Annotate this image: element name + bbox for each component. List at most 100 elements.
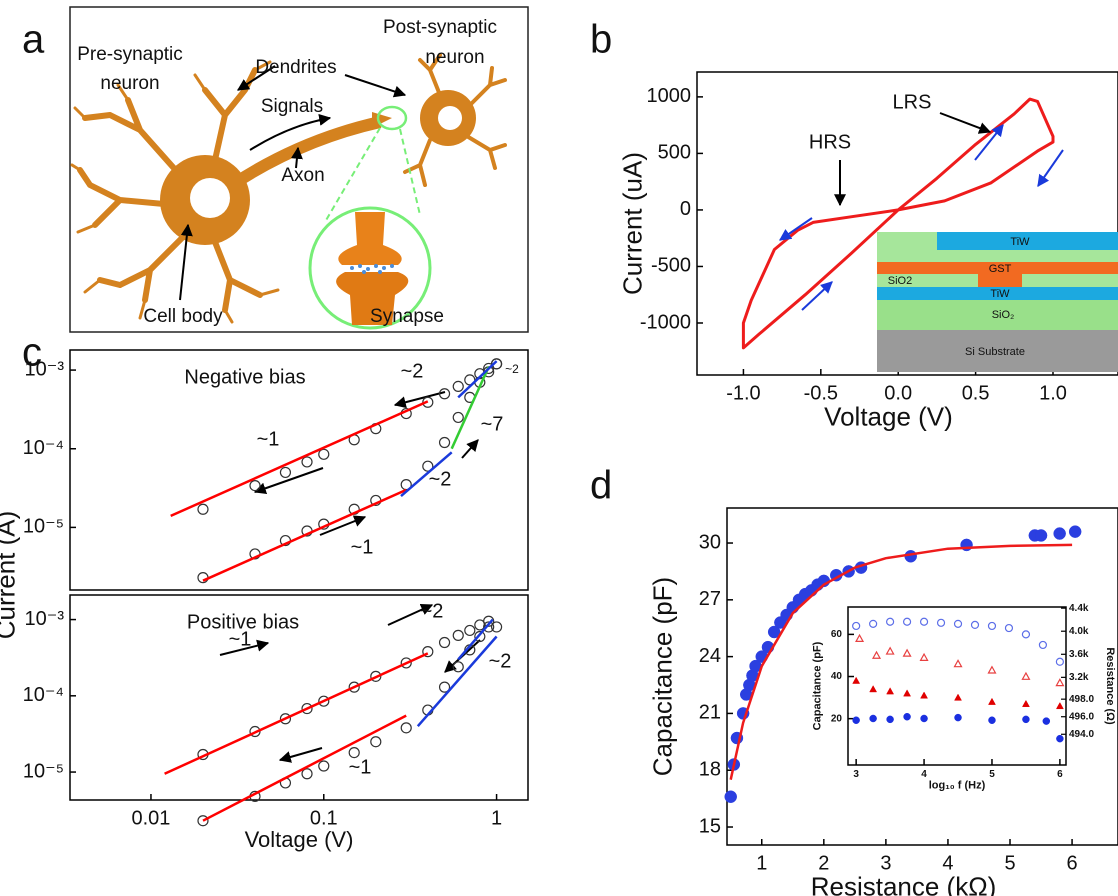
y-axis-label: Capacitance (pF) [812,641,824,730]
data-line [202,714,407,822]
diagram-label: neuron [100,73,159,94]
zoom-line [324,127,381,223]
arrow [461,439,479,459]
y-axis-label: Current (uA) [617,152,647,295]
diagram-label: Signals [261,96,323,117]
arrow [779,217,813,241]
arrow [236,65,276,91]
data-point [370,670,382,682]
data-point [953,659,963,668]
x-tick-label: 6 [1057,769,1063,780]
data-line [457,360,498,399]
layer [937,232,1118,250]
data-point [1034,529,1048,542]
data-point [886,617,895,626]
arrow [278,747,323,763]
data-point [954,693,962,701]
data-point [452,411,464,424]
layer [877,300,1118,330]
x-tick-label: 1 [756,852,767,874]
nucleus [190,178,230,218]
data-point [852,676,861,684]
data-point [318,760,330,772]
y-tick-label: 30 [699,531,721,553]
arrow [253,467,324,495]
y2-tick-label: 4.4k [1069,603,1089,614]
y-tick-label: 18 [699,758,721,780]
data-point [348,746,360,759]
y-tick-label: 20 [831,713,843,724]
synapse-highlight [376,105,408,131]
data-line [164,652,429,775]
arrow [219,639,270,656]
data-point [988,716,996,724]
annotation: ~1 [351,536,374,558]
diagram-label: Dendrites [255,57,336,78]
data-point [452,629,464,641]
data-point [348,681,360,693]
data-line [457,618,494,661]
data-point [490,358,503,370]
y-tick-label: 60 [831,629,843,640]
data-line [202,488,407,582]
data-point [197,815,209,827]
data-point [885,646,895,655]
arrow [319,515,367,536]
layer-label: TiW [1010,236,1030,248]
data-point [197,503,209,515]
layer-label: Si Substrate [965,346,1025,358]
annotation: ~7 [481,413,504,435]
data-point [872,650,882,659]
data-point [301,456,313,468]
y2-tick-label: 496.0 [1069,711,1094,722]
diagram-label: Axon [281,165,324,186]
y2-tick-label: 3.6k [1069,649,1089,660]
arrow [249,113,332,151]
layer-label: SiO2 [888,275,912,287]
y-tick-label: -1000 [640,311,691,333]
data-point [1056,734,1064,743]
data-point [422,646,434,658]
arrow [974,124,1004,161]
data-line [170,400,429,518]
y-axis-label: Current (A) [0,511,20,640]
data-point [869,685,878,693]
panel-label: a [22,18,45,62]
plot-frame [847,606,1067,766]
dendrites [70,53,507,324]
layer [978,274,1022,287]
data-point [902,648,912,657]
data-point [869,619,878,628]
data-line [741,97,1055,350]
axon [228,116,382,191]
data-point [474,630,486,643]
layer-label: SiO₂ [992,309,1015,321]
zoom-line [399,128,421,216]
data-point [438,436,451,449]
data-point [279,713,292,725]
data-point [438,636,451,649]
x-tick-label: -0.5 [804,382,838,404]
data-point [920,691,928,699]
data-point [301,702,313,715]
y-tick-label: 10⁻⁴ [23,437,64,459]
device-inset: TiW SiO2 GST TiW SiO₂ Si Substrate [877,232,1118,372]
data-point [869,714,877,723]
data-point [988,697,996,705]
data-point [1055,678,1065,687]
y-tick-label: 10⁻⁵ [23,760,64,782]
annotation: ~2 [505,362,519,376]
annotation: ~2 [429,468,452,490]
data-point [197,572,209,584]
diagram-label: Pre-synaptic [77,44,183,65]
data-point [852,716,860,724]
annotation: ~2 [489,650,512,672]
data-point [886,687,895,695]
data-point [987,621,997,631]
arrow [179,223,193,301]
plot-frame [69,349,529,591]
y-tick-label: 10⁻⁴ [23,684,64,706]
layer [877,262,1118,274]
data-point [452,380,464,393]
diagram-frame [69,6,529,333]
